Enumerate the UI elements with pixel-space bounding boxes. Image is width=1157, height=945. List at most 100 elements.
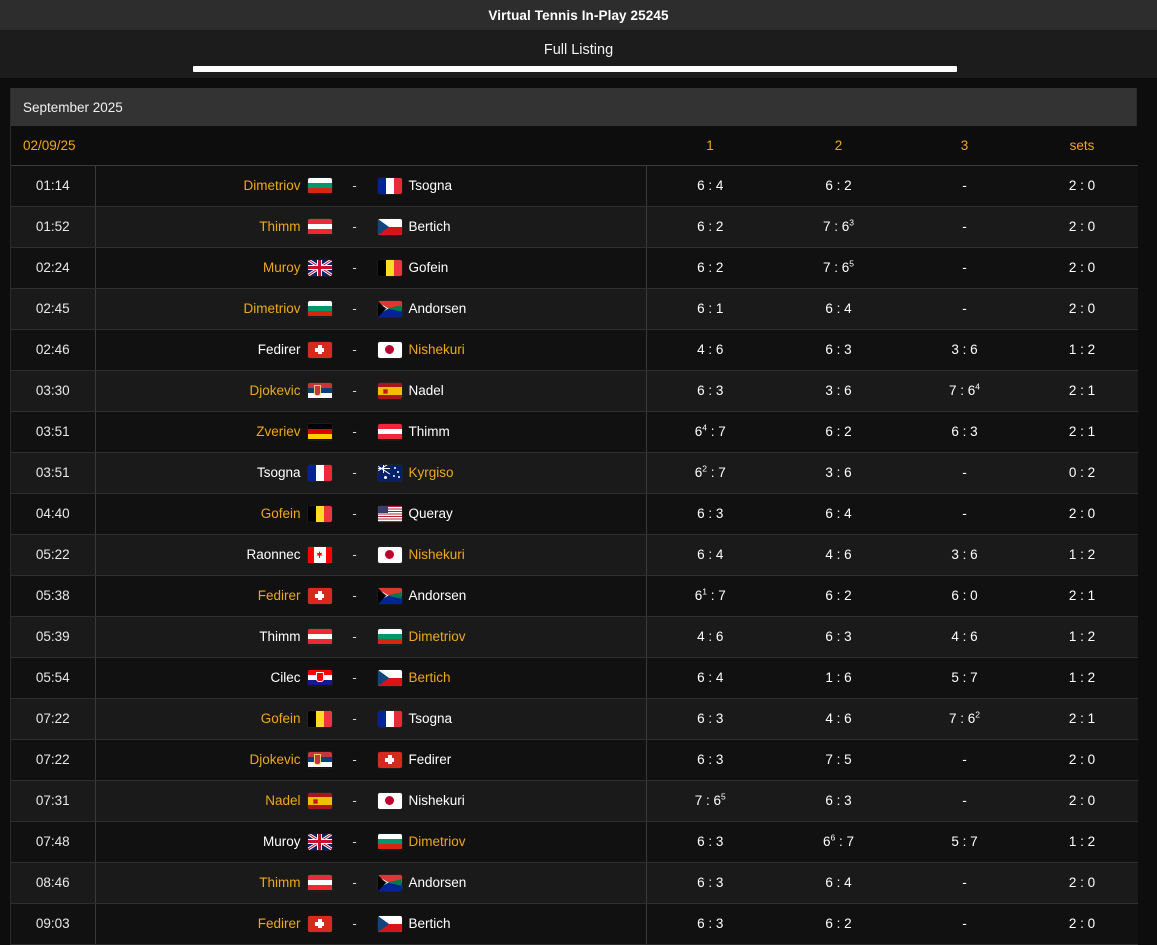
player-name-home[interactable]: Thimm xyxy=(259,629,301,644)
home-player[interactable]: Gofein xyxy=(96,505,342,522)
table-row[interactable]: 09:03 Fedirer - Bertich 6 : 3 6 : 2 - 2 : 0 xyxy=(11,903,1138,945)
home-player[interactable]: Zveriev xyxy=(96,423,342,440)
home-player[interactable]: Fedirer xyxy=(96,587,342,604)
header-set-3[interactable]: 3 xyxy=(903,126,1026,166)
table-row[interactable]: 05:54 Cilec - Bertich 6 : 4 1 : 6 5 : 7 1 : 2 xyxy=(11,657,1138,699)
match-players[interactable]: Gofein - Queray xyxy=(94,493,646,535)
home-player[interactable]: Fedirer xyxy=(96,341,342,358)
header-set-1[interactable]: 1 xyxy=(646,126,774,166)
away-player[interactable]: Tsogna xyxy=(368,177,646,194)
away-player[interactable]: Dimetriov xyxy=(368,628,646,645)
player-name-home[interactable]: Thimm xyxy=(259,875,301,890)
away-player[interactable]: Fedirer xyxy=(368,751,646,768)
home-player[interactable]: Dimetriov xyxy=(96,177,342,194)
table-row[interactable]: 04:40 Gofein - Queray 6 : 3 6 : 4 - 2 : 0 xyxy=(11,493,1138,535)
table-row[interactable]: 01:52 Thimm - Bertich 6 : 2 7 : 63 - 2 : 0 xyxy=(11,206,1138,248)
player-name-away[interactable]: Nadel xyxy=(408,383,444,398)
table-row[interactable]: 02:24 Muroy - Gofein 6 : 2 7 : 65 - 2 : 0 xyxy=(11,247,1138,289)
match-players[interactable]: Fedirer - Nishekuri xyxy=(94,329,646,371)
away-player[interactable]: Bertich xyxy=(368,669,646,686)
table-row[interactable]: 01:14 Dimetriov - Tsogna 6 : 4 6 : 2 - 2 : 0 xyxy=(11,165,1138,207)
player-name-away[interactable]: Dimetriov xyxy=(408,834,466,849)
table-row[interactable]: 03:51 Tsogna - Kyrgiso 62 : 7 3 : 6 - 0 : 2 xyxy=(11,452,1138,494)
home-player[interactable]: Muroy xyxy=(96,259,342,276)
table-row[interactable]: 07:22 Djokevic - Fedirer 6 : 3 7 : 5 - 2 : 0 xyxy=(11,739,1138,781)
player-name-home[interactable]: Fedirer xyxy=(257,342,301,357)
player-name-home[interactable]: Fedirer xyxy=(257,588,301,603)
player-name-home[interactable]: Nadel xyxy=(265,793,301,808)
player-name-away[interactable]: Tsogna xyxy=(408,711,453,726)
player-name-home[interactable]: Muroy xyxy=(262,834,301,849)
home-player[interactable]: Muroy xyxy=(96,833,342,850)
home-player[interactable]: Fedirer xyxy=(96,915,342,932)
match-players[interactable]: Thimm - Dimetriov xyxy=(94,616,646,658)
player-name-home[interactable]: Dimetriov xyxy=(243,178,301,193)
player-name-away[interactable]: Thimm xyxy=(408,424,450,439)
match-players[interactable]: Dimetriov - Andorsen xyxy=(94,288,646,330)
player-name-away[interactable]: Tsogna xyxy=(408,178,453,193)
player-name-home[interactable]: Tsogna xyxy=(256,465,301,480)
away-player[interactable]: Andorsen xyxy=(368,587,646,604)
table-row[interactable]: 05:39 Thimm - Dimetriov 4 : 6 6 : 3 4 : 6 1 : 2 xyxy=(11,616,1138,658)
away-player[interactable]: Gofein xyxy=(368,259,646,276)
player-name-away[interactable]: Kyrgiso xyxy=(408,465,454,480)
match-players[interactable]: Thimm - Andorsen xyxy=(94,862,646,904)
home-player[interactable]: Nadel xyxy=(96,792,342,809)
table-row[interactable]: 07:48 Muroy - Dimetriov 6 : 3 66 : 7 5 : 7 1 : … xyxy=(11,821,1138,863)
player-name-away[interactable]: Nishekuri xyxy=(408,793,465,808)
away-player[interactable]: Tsogna xyxy=(368,710,646,727)
match-players[interactable]: Muroy - Dimetriov xyxy=(94,821,646,863)
match-players[interactable]: Fedirer - Andorsen xyxy=(94,575,646,617)
table-row[interactable]: 05:22 Raonnec - Nishekuri 6 : 4 4 : 6 3 : 6 1 :… xyxy=(11,534,1138,576)
match-players[interactable]: Tsogna - Kyrgiso xyxy=(94,452,646,494)
away-player[interactable]: Dimetriov xyxy=(368,833,646,850)
home-player[interactable]: Cilec xyxy=(96,669,342,686)
table-row[interactable]: 07:22 Gofein - Tsogna 6 : 3 4 : 6 7 : 62 2 : 1 xyxy=(11,698,1138,740)
match-players[interactable]: Dimetriov - Tsogna xyxy=(94,165,646,207)
player-name-home[interactable]: Gofein xyxy=(260,711,301,726)
player-name-home[interactable]: Djokevic xyxy=(249,752,301,767)
home-player[interactable]: Thimm xyxy=(96,874,342,891)
match-players[interactable]: Cilec - Bertich xyxy=(94,657,646,699)
home-player[interactable]: Tsogna xyxy=(96,464,342,481)
player-name-away[interactable]: Bertich xyxy=(408,670,451,685)
player-name-away[interactable]: Andorsen xyxy=(408,588,467,603)
home-player[interactable]: Thimm xyxy=(96,628,342,645)
away-player[interactable]: Andorsen xyxy=(368,874,646,891)
player-name-away[interactable]: Bertich xyxy=(408,219,451,234)
tab-full-listing[interactable]: Full Listing xyxy=(543,42,614,58)
match-players[interactable]: Fedirer - Bertich xyxy=(94,903,646,945)
home-player[interactable]: Raonnec xyxy=(96,546,342,563)
player-name-home[interactable]: Zveriev xyxy=(256,424,301,439)
match-players[interactable]: Muroy - Gofein xyxy=(94,247,646,289)
home-player[interactable]: Djokevic xyxy=(96,751,342,768)
home-player[interactable]: Djokevic xyxy=(96,382,342,399)
away-player[interactable]: Thimm xyxy=(368,423,646,440)
player-name-away[interactable]: Andorsen xyxy=(408,875,467,890)
player-name-away[interactable]: Queray xyxy=(408,506,453,521)
player-name-away[interactable]: Bertich xyxy=(408,916,451,931)
match-players[interactable]: Gofein - Tsogna xyxy=(94,698,646,740)
player-name-away[interactable]: Fedirer xyxy=(408,752,452,767)
table-row[interactable]: 08:46 Thimm - Andorsen 6 : 3 6 : 4 - 2 : 0 xyxy=(11,862,1138,904)
table-row[interactable]: 02:46 Fedirer - Nishekuri 4 : 6 6 : 3 3 : 6 1 :… xyxy=(11,329,1138,371)
player-name-home[interactable]: Dimetriov xyxy=(243,301,301,316)
table-row[interactable]: 02:45 Dimetriov - Andorsen 6 : 1 6 : 4 - 2 : 0 xyxy=(11,288,1138,330)
away-player[interactable]: Queray xyxy=(368,505,646,522)
player-name-home[interactable]: Thimm xyxy=(259,219,301,234)
player-name-home[interactable]: Gofein xyxy=(260,506,301,521)
player-name-away[interactable]: Gofein xyxy=(408,260,449,275)
away-player[interactable]: Nadel xyxy=(368,382,646,399)
table-row[interactable]: 03:30 Djokevic - Nadel 6 : 3 3 : 6 7 : 64 2 : 1 xyxy=(11,370,1138,412)
match-players[interactable]: Raonnec - Nishekuri xyxy=(94,534,646,576)
player-name-home[interactable]: Raonnec xyxy=(246,547,301,562)
table-row[interactable]: 05:38 Fedirer - Andorsen 61 : 7 6 : 2 6 : 0 2 :… xyxy=(11,575,1138,617)
header-sets[interactable]: sets xyxy=(1026,126,1138,166)
player-name-home[interactable]: Muroy xyxy=(262,260,301,275)
away-player[interactable]: Bertich xyxy=(368,915,646,932)
match-players[interactable]: Nadel - Nishekuri xyxy=(94,780,646,822)
away-player[interactable]: Nishekuri xyxy=(368,341,646,358)
away-player[interactable]: Nishekuri xyxy=(368,546,646,563)
player-name-away[interactable]: Andorsen xyxy=(408,301,467,316)
home-player[interactable]: Thimm xyxy=(96,218,342,235)
